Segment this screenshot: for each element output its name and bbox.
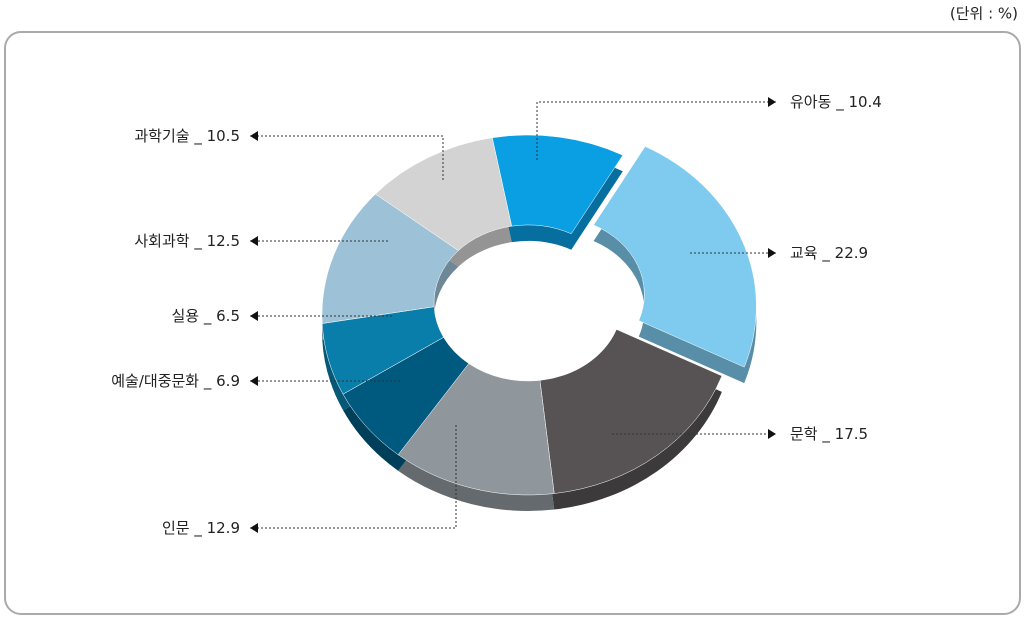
arrow-head <box>250 236 258 246</box>
value-label: _ 10.5 <box>193 127 240 146</box>
leader-line <box>536 101 776 160</box>
value-label: _ 6.9 <box>203 372 240 391</box>
arrow-head <box>250 131 258 141</box>
category-label: 예술/대중문화 <box>111 372 199 390</box>
value-label: _ 6.5 <box>203 307 240 326</box>
frame <box>4 31 1021 615</box>
category-label: 과학기술 <box>134 127 189 145</box>
data-label: 예술/대중문화 _ 6.9 <box>111 372 240 391</box>
slice <box>491 134 624 235</box>
data-label: 실용 _ 6.5 <box>171 307 240 326</box>
data-label: 유아동 _ 10.4 <box>790 93 882 112</box>
unit-label: (단위 : %) <box>950 5 1018 23</box>
leader-line <box>250 135 444 180</box>
value-label: _ 10.4 <box>835 93 882 112</box>
category-label: 교육 <box>790 244 818 262</box>
arrow-head <box>768 429 776 439</box>
arrow-head <box>250 376 258 386</box>
category-label: 유아동 <box>790 93 832 111</box>
category-label: 인문 <box>162 519 190 537</box>
slice <box>539 329 723 494</box>
leader-line <box>250 425 457 529</box>
data-label: 교육 _ 22.9 <box>790 244 868 263</box>
arrow-head <box>768 248 776 258</box>
value-label: _ 12.5 <box>193 232 240 251</box>
value-label: _ 12.9 <box>193 519 240 538</box>
value-label: _ 22.9 <box>821 244 868 263</box>
arrow-head <box>250 523 258 533</box>
data-label: 문학 _ 17.5 <box>790 425 868 444</box>
slice <box>375 137 512 251</box>
data-label: 인문 _ 12.9 <box>162 519 240 538</box>
slice <box>593 146 757 368</box>
value-label: _ 17.5 <box>821 425 868 444</box>
category-label: 문학 <box>790 425 818 443</box>
arrow-head <box>768 97 776 107</box>
data-label: 사회과학 _ 12.5 <box>134 232 240 251</box>
category-label: 실용 <box>171 307 199 325</box>
arrow-head <box>250 311 258 321</box>
category-label: 사회과학 <box>134 232 189 250</box>
data-label: 과학기술 _ 10.5 <box>134 127 240 146</box>
